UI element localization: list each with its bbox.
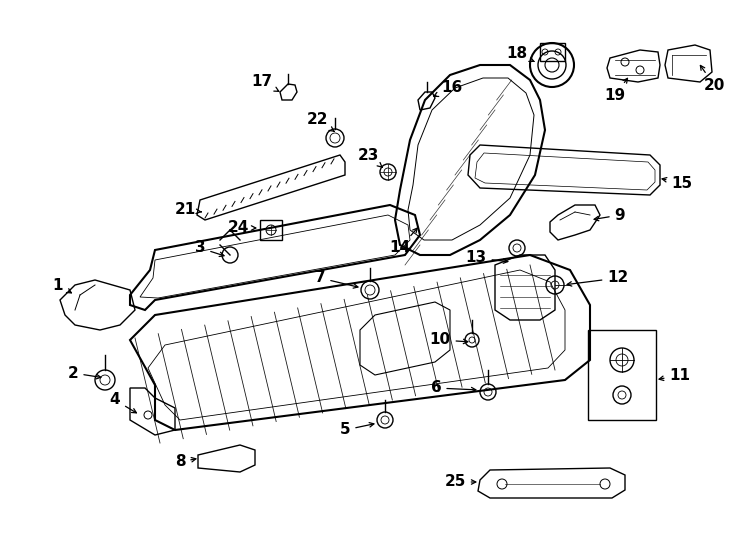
- Text: 13: 13: [465, 251, 508, 266]
- Text: 9: 9: [594, 207, 625, 222]
- Bar: [260, 220, 282, 240]
- Text: 12: 12: [567, 271, 628, 286]
- Text: 25: 25: [444, 475, 476, 489]
- Text: 18: 18: [506, 45, 534, 62]
- Bar: [588, 330, 656, 420]
- Text: 17: 17: [252, 75, 279, 91]
- Text: 11: 11: [659, 368, 691, 382]
- Text: 22: 22: [308, 112, 334, 131]
- Text: 23: 23: [357, 147, 382, 167]
- Text: 4: 4: [109, 393, 137, 413]
- Text: 7: 7: [315, 271, 358, 288]
- Text: 8: 8: [175, 455, 196, 469]
- Text: 16: 16: [434, 80, 462, 97]
- Text: 3: 3: [195, 240, 224, 256]
- Text: 20: 20: [700, 65, 724, 92]
- Text: 1: 1: [53, 278, 71, 293]
- Text: 14: 14: [390, 228, 417, 255]
- Text: 5: 5: [340, 422, 374, 437]
- Text: 6: 6: [431, 381, 476, 395]
- Text: 24: 24: [228, 220, 256, 235]
- Text: 2: 2: [68, 366, 101, 381]
- Text: 10: 10: [429, 333, 468, 348]
- Text: 15: 15: [662, 176, 693, 191]
- Text: 21: 21: [175, 202, 201, 218]
- Bar: [540, 43, 565, 61]
- Text: 19: 19: [604, 78, 628, 103]
